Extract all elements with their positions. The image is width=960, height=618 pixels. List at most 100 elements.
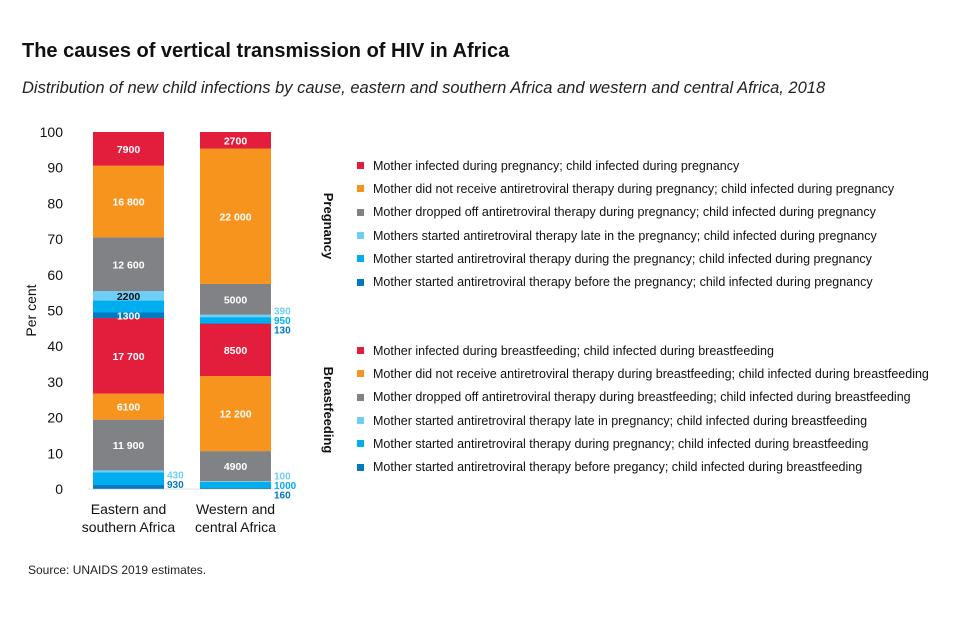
legend-label: Mother did not receive antiretroviral th… — [373, 366, 929, 381]
bar-segment — [200, 148, 271, 284]
x-category-label: Western and — [196, 501, 275, 517]
pregnancy-legend-item: Mothers started antiretroviral therapy l… — [357, 224, 894, 247]
data-label: 160 — [274, 491, 291, 502]
data-label: 16 800 — [112, 197, 144, 209]
y-tick-label: 70 — [47, 231, 63, 247]
source-note: Source: UNAIDS 2019 estimates. — [28, 563, 207, 577]
bar-segment — [93, 291, 164, 301]
bar-segment — [93, 312, 164, 319]
stacked-bar-chart: Per cent 0 10 20 30 40 50 60 70 80 90 100 11 900 61… — [23, 124, 297, 535]
bar-segment — [93, 470, 164, 473]
legend-swatch — [357, 393, 364, 401]
legend-swatch — [357, 208, 364, 216]
bar-segment — [93, 132, 164, 166]
breastfeeding-legend-item: Mother dropped off antiretroviral therap… — [357, 386, 929, 409]
data-label: 11 900 — [113, 440, 145, 452]
legend-swatch — [357, 185, 364, 193]
data-label: 130 — [274, 325, 291, 336]
breastfeeding-legend-item: Mother infected during breastfeeding; ch… — [357, 339, 929, 362]
x-category-label: southern Africa — [82, 519, 176, 535]
y-tick-label: 20 — [47, 410, 63, 426]
bar-segment — [200, 488, 271, 489]
bar-segment — [93, 165, 164, 238]
bar-segment — [93, 485, 164, 489]
data-label: 930 — [167, 480, 184, 491]
data-label: 430 — [167, 470, 184, 481]
legend-label: Mother dropped off antiretroviral therap… — [373, 205, 876, 220]
data-label: 4900 — [224, 461, 248, 473]
bar-segment — [93, 472, 164, 486]
legend-swatch — [357, 162, 364, 170]
bar-segment — [200, 132, 271, 149]
data-label: 390 — [274, 306, 291, 317]
pregnancy-legend-item: Mother did not receive antiretroviral th… — [357, 177, 894, 200]
data-label: 17 700 — [112, 351, 144, 363]
bar-segment — [200, 283, 271, 315]
pregnancy-section-label: Pregnancy — [321, 193, 336, 260]
bar-segment — [93, 318, 164, 394]
y-tick-label: 90 — [47, 160, 63, 176]
y-tick-label: 30 — [47, 374, 63, 390]
y-tick-label: 60 — [47, 267, 63, 283]
bar-segment — [200, 317, 271, 323]
pregnancy-legend-item: Mother dropped off antiretroviral therap… — [357, 201, 894, 224]
data-label: 12 600 — [112, 259, 144, 271]
y-tick-label: 100 — [40, 124, 64, 140]
legend-label: Mother infected during breastfeeding; ch… — [373, 343, 774, 358]
legend-label: Mothers started antiretroviral therapy l… — [373, 228, 877, 243]
bar-segment — [200, 322, 271, 324]
breastfeeding-legend-item: Mother started antiretroviral therapy la… — [357, 409, 929, 432]
data-label: 2700 — [224, 135, 248, 147]
data-label: 100 — [274, 472, 291, 483]
breastfeeding-legend-item: Mother did not receive antiretroviral th… — [357, 362, 929, 385]
legend-label: Mother dropped off antiretroviral therap… — [373, 390, 911, 405]
pregnancy-legend-item: Mother started antiretroviral therapy be… — [357, 270, 894, 293]
pregnancy-legend-item: Mother started antiretroviral therapy du… — [357, 247, 894, 270]
legend-pregnancy: Mother infected during pregnancy; child … — [357, 154, 894, 294]
y-tick-label: 50 — [47, 303, 63, 319]
bar-segment — [200, 323, 271, 377]
breastfeeding-legend-item: Mother started antiretroviral therapy be… — [357, 455, 929, 478]
bar-segment — [200, 314, 271, 318]
legend-swatch — [357, 255, 364, 263]
data-label: 1000 — [274, 481, 297, 492]
legend-label: Mother started antiretroviral therapy be… — [373, 460, 863, 475]
legend-label: Mother started antiretroviral therapy du… — [373, 436, 869, 451]
y-tick-label: 40 — [47, 338, 63, 354]
legend-label: Mother did not receive antiretroviral th… — [373, 181, 895, 196]
data-label: 2200 — [117, 291, 141, 303]
legend-swatch — [357, 440, 364, 448]
bar-segment — [93, 393, 164, 420]
data-label: 1300 — [117, 310, 141, 322]
bar-segment — [200, 481, 271, 489]
bar-segment — [200, 451, 271, 482]
legend-label: Mother started antiretroviral therapy be… — [373, 275, 873, 290]
y-tick-label: 10 — [47, 445, 63, 461]
legend-label: Mother started antiretroviral therapy du… — [373, 251, 872, 266]
legend-swatch — [357, 417, 364, 425]
data-label: 5000 — [224, 294, 248, 306]
data-label: 8500 — [224, 345, 248, 357]
legend-swatch — [357, 278, 364, 286]
data-label: 22 000 — [219, 211, 251, 223]
data-label: 7900 — [117, 144, 141, 156]
data-label: 950 — [274, 316, 291, 327]
breastfeeding-section-label: Breastfeeding — [321, 367, 336, 454]
legend-section-labels: Pregnancy Breastfeeding — [321, 193, 336, 454]
legend-label: Mother started antiretroviral therapy la… — [373, 413, 868, 428]
bar-segment — [93, 237, 164, 292]
legend-swatch — [357, 463, 364, 471]
legend-breastfeeding: Mother infected during breastfeeding; ch… — [357, 339, 929, 479]
legend-label: Mother infected during pregnancy; child … — [373, 158, 740, 173]
y-axis-label: Per cent — [23, 284, 39, 336]
y-tick-label: 80 — [47, 195, 63, 211]
x-category-label: Eastern and — [91, 501, 167, 517]
chart-subtitle: Distribution of new child infections by … — [22, 79, 826, 97]
breastfeeding-legend-item: Mother started antiretroviral therapy du… — [357, 432, 929, 455]
pregnancy-legend-item: Mother infected during pregnancy; child … — [357, 154, 894, 177]
bar-segment — [93, 419, 164, 471]
data-label: 12 200 — [219, 409, 251, 421]
legend-swatch — [357, 232, 364, 240]
y-tick-label: 0 — [55, 481, 63, 497]
bar-segment — [200, 376, 271, 452]
